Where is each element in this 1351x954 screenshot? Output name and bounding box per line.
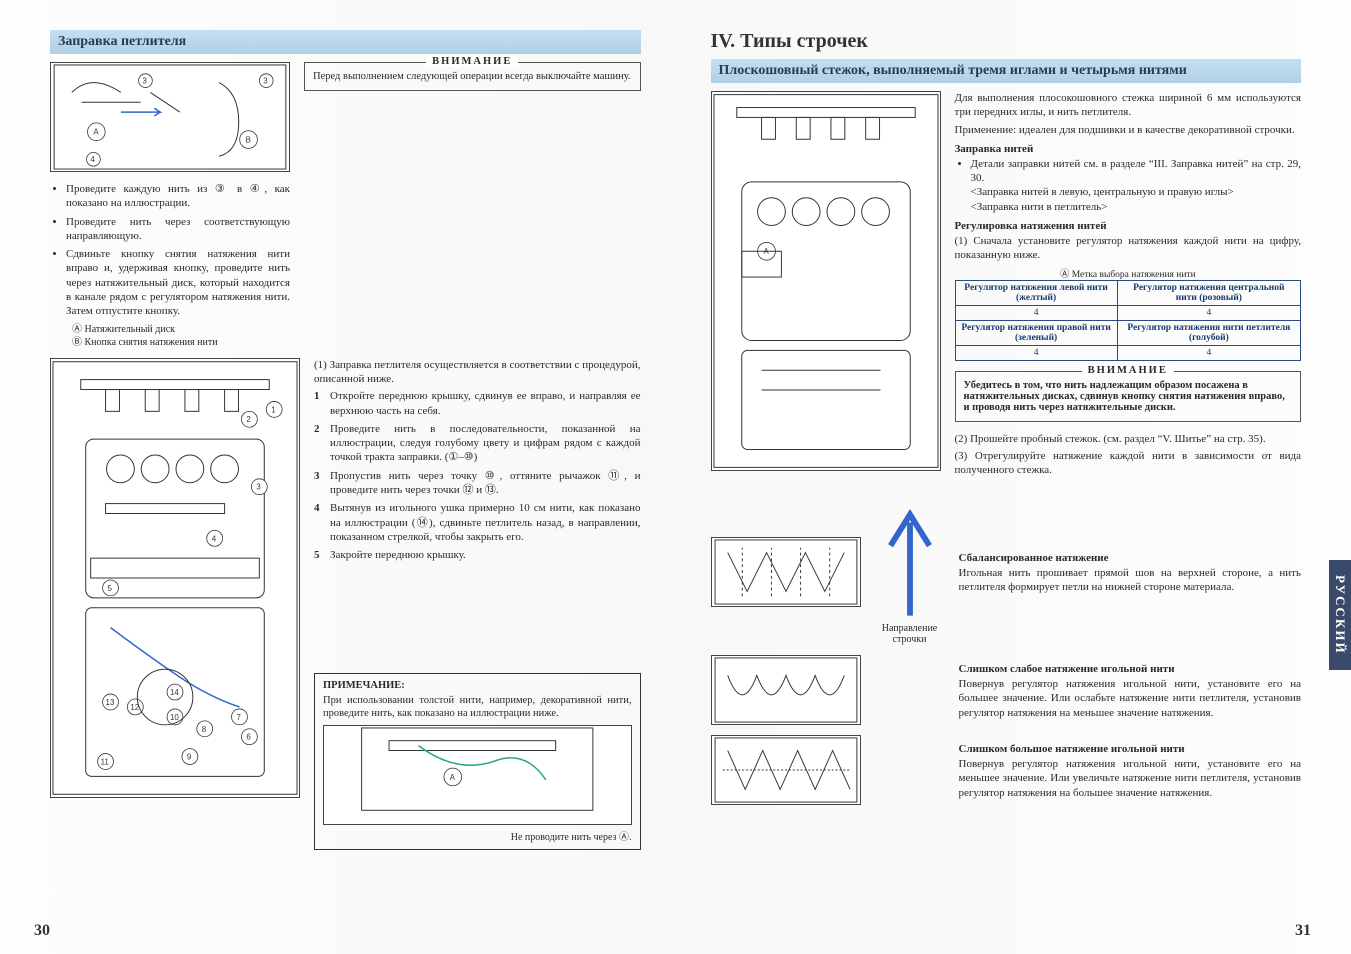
bullet-1: Проведите каждую нить из ③ в ④, как пока… <box>66 182 290 211</box>
bullet-list: Проведите каждую нить из ③ в ④, как пока… <box>50 182 290 319</box>
svg-text:A: A <box>93 128 99 137</box>
intro1: Для выполнения плосокошовного стежка шир… <box>955 91 1302 120</box>
svg-text:4: 4 <box>212 534 217 543</box>
threading-list: Детали заправки нитей см. в разделе “III… <box>955 157 1302 214</box>
tension-table: Регулятор натяжения левой нити (желтый) … <box>955 280 1302 361</box>
figure-note-thread: A <box>323 725 632 825</box>
adjust-2: (2) Прошейте пробный стежок. (см. раздел… <box>955 432 1302 446</box>
tight-b: Повернув регулятор натяжения игольной ни… <box>959 757 1302 800</box>
note-title: ПРИМЕЧАНИЕ: <box>323 680 632 691</box>
adjust-1: (1) Сначала установите регулятор натяжен… <box>955 234 1302 263</box>
svg-text:4: 4 <box>90 155 95 164</box>
tight-h: Слишком большое натяжение игольной нити <box>959 743 1302 755</box>
section-title: IV. Типы строчек <box>711 30 1302 53</box>
adjust-mark: Ⓐ Метка выбора натяжения нити <box>955 266 1302 280</box>
svg-text:1: 1 <box>271 405 276 414</box>
intro2: Применение: идеален для подшивки и в кач… <box>955 123 1302 137</box>
svg-text:6: 6 <box>246 732 251 741</box>
note-body: При использовании толстой нити, например… <box>323 694 632 721</box>
svg-text:13: 13 <box>106 698 115 707</box>
step-4: Вытянув из игольного ушка примерно 10 см… <box>330 501 641 544</box>
sublabel-b: Ⓑ Кнопка снятия натяжения нити <box>50 336 290 350</box>
balance-b: Игольная нить прошивает прямой шов на ве… <box>959 566 1302 595</box>
svg-text:8: 8 <box>202 724 207 733</box>
adjust-3: (3) Отрегулируйте натяжение каждой нити … <box>955 449 1302 478</box>
step-1: Откройте переднюю крышку, сдвинув ее впр… <box>330 389 641 418</box>
figure-machine-threading: 1 2 3 4 5 6 7 <box>50 358 300 798</box>
threading-heading: Заправка нитей <box>955 143 1302 155</box>
warning-box-right: ВНИМАНИЕ Убедитесь в том, что нить надле… <box>955 371 1302 422</box>
page-spread: Заправка петлителя A B 3 3 4 <box>0 0 1351 954</box>
sublabel-a: Ⓐ Натяжительный диск <box>50 323 290 337</box>
note-box: ПРИМЕЧАНИЕ: При использовании толстой ни… <box>314 673 641 850</box>
svg-text:3: 3 <box>143 77 148 86</box>
warning-body-r: Убедитесь в том, что нить надлежащим обр… <box>964 380 1293 413</box>
direction-label: Направление строчки <box>875 499 945 645</box>
svg-text:7: 7 <box>237 713 241 722</box>
warning-title-r: ВНИМАНИЕ <box>1082 365 1174 376</box>
svg-text:2: 2 <box>246 415 250 424</box>
svg-text:B: B <box>246 136 251 145</box>
warning-box-left: ВНИМАНИЕ Перед выполнением следующей опе… <box>304 62 641 91</box>
svg-text:3: 3 <box>263 77 268 86</box>
svg-text:11: 11 <box>101 757 110 766</box>
t-v3: 4 <box>955 345 1117 360</box>
svg-text:A: A <box>450 773 456 782</box>
adjust-heading: Регулировка натяжения нитей <box>955 220 1302 232</box>
loose-h: Слишком слабое натяжение игольной нити <box>959 663 1302 675</box>
svg-text:9: 9 <box>187 752 192 761</box>
figure-stitch-loose <box>711 655 861 725</box>
balance-h: Сбалансированное натяжение <box>959 552 1302 564</box>
t-v4: 4 <box>1117 345 1300 360</box>
bullet-2: Проведите нить через соответствующую нап… <box>66 215 290 244</box>
threading-b3: <Заправка нити в петлитель> <box>971 201 1108 213</box>
step-3: Пропустив нить через точку ⑩, оттяните р… <box>330 469 641 498</box>
page-right: IV. Типы строчек Плоскошовный стежок, вы… <box>676 0 1351 954</box>
stitch-samples: Направление строчки Сбалансированное нат… <box>711 499 1302 805</box>
language-tab: РУССКИЙ <box>1329 560 1351 670</box>
step-2: Проведите нить в последовательности, пок… <box>330 422 641 465</box>
heading-coverstitch: Плоскошовный стежок, выполняемый тремя и… <box>711 59 1302 83</box>
t-r1c1: Регулятор натяжения левой нити (желтый) <box>955 280 1117 305</box>
row-top: A B 3 3 4 Проведите каждую нить из ③ в ④… <box>50 62 641 350</box>
threading-b2: <Заправка нитей в левую, центральную и п… <box>971 186 1234 198</box>
figure-stitch-balanced <box>711 537 861 607</box>
threading-b1: Детали заправки нитей см. в разделе “III… <box>971 158 1302 184</box>
svg-text:10: 10 <box>170 713 179 722</box>
bullet-3: Сдвиньте кнопку снятия натяжения нити вп… <box>66 247 290 318</box>
loose-b: Повернув регулятор натяжения игольной ни… <box>959 677 1302 720</box>
t-r2c2: Регулятор натяжения нити петлителя (голу… <box>1117 320 1300 345</box>
note-caption: Не проводите нить через Ⓐ. <box>323 828 632 843</box>
steps-intro: (1) Заправка петлителя осуществляется в … <box>314 358 641 387</box>
warning-title: ВНИМАНИЕ <box>426 56 518 67</box>
step-5: Закройте переднюю крышку. <box>330 548 466 562</box>
row-right-main: A Для выполнения плосокошовного стежка ш… <box>711 91 1302 481</box>
page-number-right: 31 <box>1295 922 1311 940</box>
t-r2c1: Регулятор натяжения правой нити (зеленый… <box>955 320 1117 345</box>
steps-list: 1Откройте переднюю крышку, сдвинув ее вп… <box>314 389 641 562</box>
page-number-left: 30 <box>34 922 50 940</box>
t-r1c2: Регулятор натяжения центральной нити (ро… <box>1117 280 1300 305</box>
warning-body: Перед выполнением следующей операции все… <box>313 71 632 82</box>
t-v2: 4 <box>1117 305 1300 320</box>
figure-stitch-tight <box>711 735 861 805</box>
figure-thread-guide-top: A B 3 3 4 <box>50 62 290 172</box>
heading-looper-threading: Заправка петлителя <box>50 30 641 54</box>
svg-text:3: 3 <box>256 482 261 491</box>
t-v1: 4 <box>955 305 1117 320</box>
page-left: Заправка петлителя A B 3 3 4 <box>0 0 676 954</box>
figure-machine-right: A <box>711 91 941 471</box>
row-main: 1 2 3 4 5 6 7 <box>50 358 641 850</box>
svg-text:5: 5 <box>108 584 113 593</box>
svg-text:14: 14 <box>170 688 179 697</box>
